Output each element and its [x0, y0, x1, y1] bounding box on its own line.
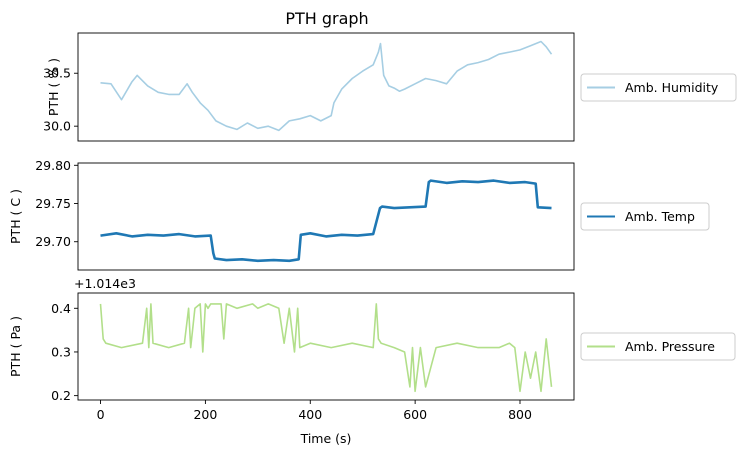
legend-box [580, 73, 737, 102]
x-tick-label: 0 [97, 407, 105, 422]
x-tick-label: 800 [508, 407, 532, 422]
series-line-0 [100, 40, 553, 132]
x-tick-label: 600 [403, 407, 427, 422]
legend: Amb. Pressure [580, 332, 736, 361]
series-line-0 [99, 303, 553, 393]
legend-label: Amb. Temp [625, 209, 695, 224]
legend-box [580, 202, 710, 231]
y-axis-label: PTH ( Pa ) [8, 316, 23, 377]
legend-label: Amb. Pressure [625, 339, 715, 354]
x-axis-label: Time (s) [300, 431, 352, 446]
temperature-panel: 29.70 29.75 29.80 PTH ( C ) Amb. Temp [8, 158, 710, 271]
legend-box [580, 332, 736, 361]
pressure-panel: 0.2 0.3 0.4 PTH ( Pa ) 0 200 400 600 800 Time (s)… [8, 276, 736, 446]
legend: Amb. Temp [580, 202, 710, 231]
legend: Amb. Humidity [580, 73, 737, 102]
series-line-0 [100, 179, 552, 263]
axes-frame [77, 32, 575, 142]
chart-title: PTH graph [285, 9, 368, 28]
legend-label: Amb. Humidity [625, 80, 719, 95]
axes-frame [77, 292, 575, 401]
y-axis-label: PTH ( C ) [8, 189, 23, 244]
axes-frame [77, 162, 575, 271]
y-axis-label: PTH ( % ) [46, 58, 61, 116]
y-tick-label: 29.70 [35, 234, 71, 249]
y-tick-label: 0.4 [51, 301, 71, 316]
y-tick-label: 30.0 [43, 119, 71, 134]
y-tick-label: 0.2 [51, 388, 71, 403]
x-tick-label: 400 [298, 407, 322, 422]
y-tick-label: 29.75 [35, 196, 71, 211]
y-tick-label: 30.5 [43, 66, 71, 81]
x-tick-label: 200 [193, 407, 217, 422]
y-tick-label: 29.80 [35, 158, 71, 173]
y-tick-label: 0.3 [51, 344, 71, 359]
y-offset-text: +1.014e3 [74, 276, 136, 291]
